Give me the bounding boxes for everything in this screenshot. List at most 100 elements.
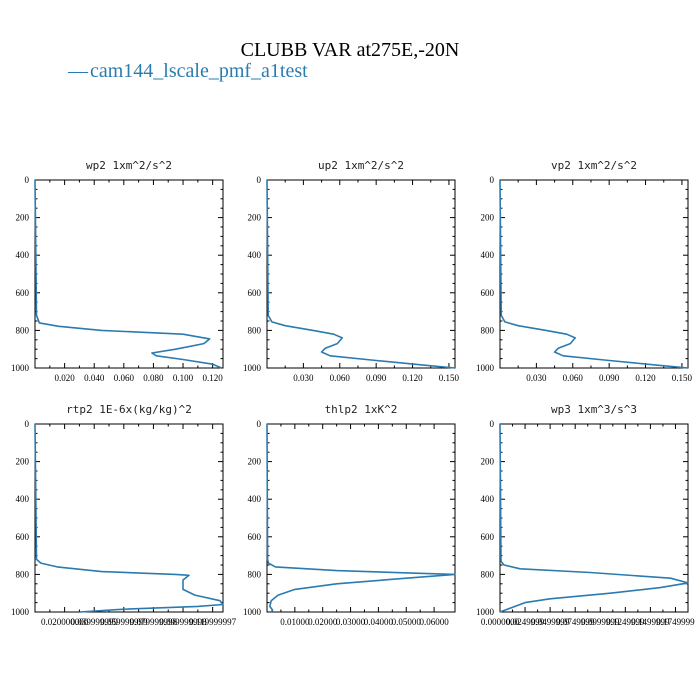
legend-label: cam144_lscale_pmf_a1test [90,60,308,82]
x-tick-label: 0.01000 [280,617,310,627]
x-tick-label: 0.06000 [419,617,449,627]
x-tick-label: 0.0499999 [531,617,570,627]
figure-title: CLUBB VAR at275E,-20N [241,39,460,61]
panel-title: wp3 1xm^3/s^3 [551,403,637,416]
panels: wp2 1xm^2/s^2 0 200 400 600 800 1000 0.020 0.040… [11,159,695,627]
x-tick-label: 0.04000 [364,617,394,627]
x-tick-label: 0.060 [114,373,135,383]
x-tick-label: 0.059999999 [100,617,148,627]
y-tick-label: 0 [490,175,495,185]
y-tick-label: 1000 [243,363,262,373]
plot-frame [499,179,689,369]
y-tick-label: 0 [490,419,495,429]
panel-title: rtp2 1E-6x(kg/kg)^2 [66,403,192,416]
y-tick-label: 600 [481,288,495,298]
x-tick-label: 0.119999997 [189,617,236,627]
x-tick-label: 0.030 [526,373,547,383]
x-tick-label: 0.090 [599,373,620,383]
x-tick-label: 0.150 [439,373,460,383]
y-tick-label: 800 [248,325,262,335]
y-tick-label: 1000 [11,607,30,617]
y-tick-label: 1000 [476,607,495,617]
y-tick-label: 0 [25,419,30,429]
y-tick-label: 400 [16,494,30,504]
x-tick-label: 0.060 [563,373,584,383]
series-line-1 [34,179,222,369]
panel-title: wp2 1xm^2/s^2 [86,159,172,172]
y-tick-label: 0 [25,175,30,185]
y-tick-label: 800 [248,569,262,579]
plot-frame [266,179,456,369]
y-tick-label: 200 [481,457,495,467]
x-tick-label: 0.0249999 [506,617,545,627]
x-tick-label: 0.120 [203,373,224,383]
series-line-1 [34,423,224,613]
plot-frame [266,423,456,613]
y-tick-label: 200 [248,213,262,223]
x-tick-label: 0.030 [293,373,314,383]
y-tick-label: 200 [16,457,30,467]
series-line-1 [266,179,456,369]
y-tick-label: 800 [16,325,30,335]
x-tick-label: 0.03000 [336,617,366,627]
x-tick-label: 0.099999998 [159,617,207,627]
panel-5: thlp2 1xK^2 0 200 400 600 800 1000 0.010000.020… [243,403,456,627]
y-tick-label: 1000 [11,363,30,373]
panel-6: wp3 1xm^3/s^3020040060080010000.00000000… [476,403,695,627]
panel-3: vp2 1xm^2/s^2 0 200 400 600 800 1000 0.030 0.060… [476,159,693,383]
y-tick-label: 600 [16,288,30,298]
legend-marker: — [67,60,89,82]
y-tick-label: 1000 [476,363,495,373]
y-tick-label: 400 [481,494,495,504]
plot-frame [34,423,224,613]
panel-1: wp2 1xm^2/s^2 0 200 400 600 800 1000 0.020 0.040… [11,159,224,383]
x-tick-label: 0.120 [402,373,423,383]
x-tick-label: 0.079999998 [130,617,178,627]
y-tick-label: 800 [481,325,495,335]
x-tick-label: 0.1249999 [606,617,645,627]
y-tick-label: 0 [257,175,262,185]
y-tick-label: 200 [481,213,495,223]
y-tick-label: 0 [257,419,262,429]
x-tick-label: 0.02000 [308,617,338,627]
y-tick-label: 400 [16,250,30,260]
x-tick-label: 0.120 [635,373,656,383]
legend: — cam144_lscale_pmf_a1test [67,60,308,82]
x-tick-label: 0.0000000 [481,617,520,627]
x-tick-label: 0.1749999 [656,617,695,627]
y-tick-label: 600 [16,532,30,542]
x-tick-label: 0.0999999 [581,617,620,627]
series-line-1 [499,179,689,369]
x-tick-label: 0.040 [84,373,105,383]
y-tick-label: 1000 [243,607,262,617]
plot-frame [499,423,689,613]
plot-frame [34,179,224,369]
x-tick-label: 0.05000 [392,617,422,627]
x-tick-label: 0.020 [54,373,75,383]
x-tick-label: 0.060 [330,373,351,383]
y-tick-label: 600 [481,532,495,542]
x-tick-label: 0.090 [366,373,387,383]
y-tick-label: 200 [248,457,262,467]
x-tick-label: 0.150 [672,373,693,383]
panel-title: up2 1xm^2/s^2 [318,159,404,172]
panel-title: vp2 1xm^2/s^2 [551,159,637,172]
panel-2: up2 1xm^2/s^2 0 200 400 600 800 1000 0.030 0.060… [243,159,460,383]
series-line-1 [499,423,689,613]
y-tick-label: 400 [248,494,262,504]
y-tick-label: 800 [16,569,30,579]
x-tick-label: 0.0749999 [556,617,595,627]
panel-title: thlp2 1xK^2 [325,403,398,416]
y-tick-label: 800 [481,569,495,579]
x-tick-label: 0.020000000 [41,617,89,627]
x-tick-label: 0.039999999 [71,617,119,627]
y-tick-label: 600 [248,532,262,542]
x-tick-label: 0.080 [143,373,164,383]
x-tick-label: 0.1499999 [631,617,670,627]
panel-4: rtp2 1E-6x(kg/kg)^2 0 200 400 600 800 1000 0.02… [11,403,237,627]
series-line-1 [266,423,456,613]
y-tick-label: 400 [481,250,495,260]
y-tick-label: 400 [248,250,262,260]
y-tick-label: 200 [16,213,30,223]
